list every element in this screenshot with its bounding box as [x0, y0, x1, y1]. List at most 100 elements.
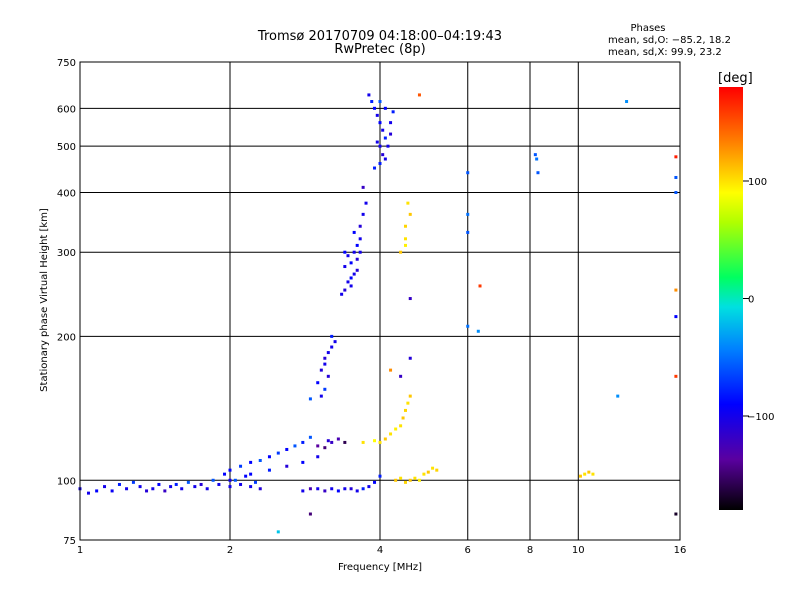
data-point	[364, 201, 368, 205]
data-point	[674, 315, 678, 319]
data-point	[110, 489, 114, 493]
data-point	[408, 212, 412, 216]
data-point	[389, 432, 393, 436]
data-point	[399, 424, 403, 428]
data-point	[285, 464, 289, 468]
data-point	[267, 468, 271, 472]
data-point	[674, 190, 678, 194]
data-point	[466, 324, 470, 328]
data-point	[466, 230, 470, 234]
data-point	[249, 472, 253, 476]
data-point	[386, 144, 390, 148]
data-point	[117, 482, 121, 486]
data-point	[301, 440, 305, 444]
x-tick-label: 6	[465, 545, 471, 556]
data-point	[435, 468, 439, 472]
data-point	[373, 439, 377, 443]
data-point	[151, 487, 155, 491]
data-point	[319, 368, 323, 372]
data-point	[367, 93, 371, 97]
phases-heading: Phases	[630, 23, 665, 34]
data-point	[378, 474, 382, 478]
data-point	[174, 482, 178, 486]
data-point	[316, 487, 320, 491]
data-point	[169, 485, 173, 489]
data-point	[330, 487, 334, 491]
data-point	[352, 230, 356, 234]
data-point	[217, 482, 221, 486]
data-point	[406, 201, 410, 205]
x-tick-label: 10	[572, 545, 585, 556]
data-point	[417, 93, 421, 97]
data-point	[336, 437, 340, 441]
data-point	[211, 478, 215, 482]
x-tick-labels: 1 2 4 6 8 10 16	[77, 545, 687, 556]
data-point	[399, 250, 403, 254]
data-point	[389, 132, 393, 136]
data-point	[408, 394, 412, 398]
data-point	[394, 478, 398, 482]
y-tick-label: 600	[57, 104, 76, 115]
data-point	[408, 356, 412, 360]
data-point	[346, 254, 350, 258]
data-point	[408, 297, 412, 301]
data-point	[340, 292, 344, 296]
data-point	[349, 284, 353, 288]
data-point	[383, 157, 387, 161]
data-point	[346, 280, 350, 284]
data-point	[228, 485, 232, 489]
y-tick-label: 500	[57, 142, 76, 153]
data-point	[389, 121, 393, 125]
data-point	[367, 485, 371, 489]
data-point	[587, 470, 591, 474]
data-point	[616, 394, 620, 398]
data-point	[95, 489, 99, 493]
grid-lines	[80, 62, 680, 540]
data-point	[343, 487, 347, 491]
x-tick-label: 2	[227, 545, 233, 556]
data-point	[316, 455, 320, 459]
data-point	[370, 100, 374, 104]
data-point	[308, 435, 312, 439]
data-point	[535, 157, 539, 161]
data-point	[333, 340, 337, 344]
data-point	[352, 250, 356, 254]
data-point	[378, 100, 382, 104]
data-point	[674, 288, 678, 292]
data-point	[403, 237, 407, 241]
data-point	[326, 351, 330, 355]
data-point	[239, 482, 243, 486]
colorbar-tick-label: 100	[748, 177, 767, 188]
data-point	[323, 387, 327, 391]
data-point	[466, 171, 470, 175]
data-point	[308, 512, 312, 516]
y-tick-labels: 75 100 200 300 400 500 600 750	[57, 58, 76, 547]
data-point	[375, 113, 379, 117]
data-point	[403, 243, 407, 247]
data-point	[533, 153, 537, 157]
data-point	[406, 401, 410, 405]
data-point	[674, 374, 678, 378]
data-point	[349, 276, 353, 280]
x-tick-label: 8	[527, 545, 533, 556]
data-point	[138, 485, 142, 489]
data-point	[301, 460, 305, 464]
data-point	[417, 478, 421, 482]
data-point	[163, 489, 167, 493]
data-point	[383, 437, 387, 441]
data-point	[239, 464, 243, 468]
data-point	[293, 444, 297, 448]
data-point	[399, 374, 403, 378]
data-point	[674, 175, 678, 179]
colorbar-tick-label: −100	[747, 412, 774, 423]
data-point	[308, 487, 312, 491]
data-point	[361, 212, 365, 216]
data-point	[330, 334, 334, 338]
x-tick-label: 16	[674, 545, 687, 556]
data-point	[193, 485, 197, 489]
data-point	[86, 491, 90, 495]
data-point	[355, 489, 359, 493]
data-point	[326, 439, 330, 443]
data-point	[373, 166, 377, 170]
data-point	[285, 447, 289, 451]
